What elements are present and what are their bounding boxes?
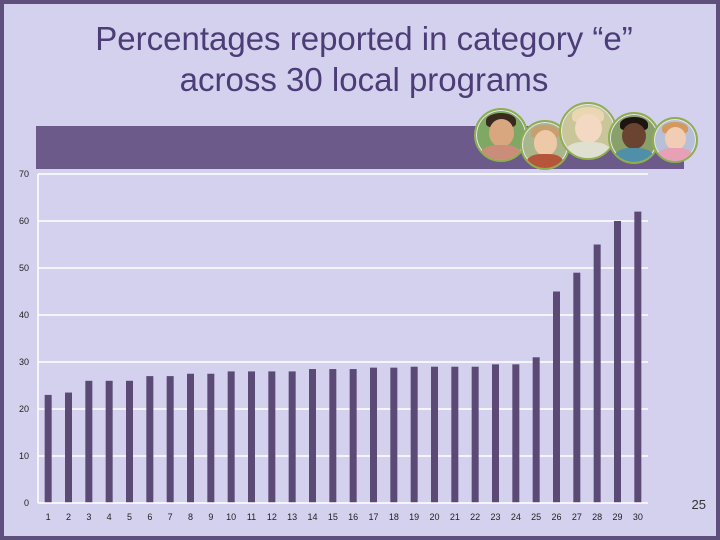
x-tick-label: 12 [267, 512, 277, 522]
x-tick-label: 30 [633, 512, 643, 522]
bar [614, 221, 621, 503]
x-tick-label: 16 [348, 512, 358, 522]
bar [166, 376, 174, 503]
x-tick-label: 15 [328, 512, 338, 522]
y-tick-label: 60 [19, 216, 29, 226]
bar [532, 357, 540, 503]
bars [44, 211, 642, 503]
bar [44, 394, 52, 503]
x-tick-label: 11 [247, 512, 256, 522]
bar [593, 244, 601, 503]
bar [248, 371, 255, 503]
title-line-1: Percentages reported in category “e” [95, 20, 633, 57]
x-tick-label: 19 [409, 512, 419, 522]
x-tick-label: 27 [572, 512, 582, 522]
y-tick-label: 10 [19, 451, 29, 461]
bar [288, 371, 296, 503]
x-tick-label: 4 [107, 512, 112, 522]
bar [492, 364, 499, 503]
bar [634, 211, 642, 503]
title-line-2: across 30 local programs [179, 61, 549, 98]
bar [553, 291, 560, 503]
x-tick-label: 8 [188, 512, 193, 522]
bar [65, 392, 72, 503]
bar [227, 371, 235, 503]
x-tick-label: 9 [208, 512, 213, 522]
y-tick-label: 30 [19, 357, 29, 367]
child-photo-3 [559, 102, 617, 160]
y-tick-label: 20 [19, 404, 29, 414]
x-tick-label: 28 [592, 512, 602, 522]
bar [471, 366, 479, 503]
x-tick-label: 25 [531, 512, 541, 522]
x-tick-label: 7 [168, 512, 173, 522]
bar [146, 376, 154, 503]
y-tick-label: 0 [24, 498, 29, 508]
x-tick-label: 1 [46, 512, 51, 522]
y-tick-label: 50 [19, 263, 29, 273]
bar [431, 366, 438, 503]
x-tick-label: 5 [127, 512, 132, 522]
bar [105, 380, 113, 503]
child-photo-5 [652, 117, 698, 163]
x-tick-label: 18 [389, 512, 399, 522]
y-axis-ticks: 0 10 20 30 40 50 60 70 [19, 169, 29, 508]
bar [329, 369, 337, 503]
bar [349, 369, 357, 503]
x-tick-label: 23 [490, 512, 500, 522]
slide-title: Percentages reported in category “e” acr… [44, 18, 684, 100]
x-tick-label: 26 [551, 512, 561, 522]
x-tick-label: 14 [307, 512, 317, 522]
y-tick-label: 40 [19, 310, 29, 320]
x-tick-label: 13 [287, 512, 297, 522]
gridlines [37, 173, 648, 503]
x-tick-label: 6 [147, 512, 152, 522]
x-tick-label: 29 [612, 512, 622, 522]
bar [451, 366, 459, 503]
slide-number: 25 [691, 497, 706, 512]
bar [268, 371, 276, 503]
x-axis-ticks: 1 2 3 4 5 6 7 8 9 10 11 12 13 14 15 16 17 18 19 20 21 22 23 24 2… [46, 512, 643, 522]
x-tick-label: 3 [86, 512, 91, 522]
bar [85, 380, 93, 503]
bar [390, 367, 398, 503]
child-photo-4 [608, 112, 660, 164]
x-tick-label: 22 [470, 512, 480, 522]
bar [309, 369, 316, 503]
bar [410, 366, 418, 503]
x-tick-label: 17 [368, 512, 378, 522]
bar [207, 373, 215, 503]
x-tick-label: 21 [450, 512, 460, 522]
y-tick-label: 70 [19, 169, 29, 179]
x-tick-label: 24 [511, 512, 521, 522]
child-photo-1 [474, 108, 528, 162]
bar [126, 380, 133, 503]
x-tick-label: 20 [429, 512, 439, 522]
bar [512, 364, 520, 503]
bar [573, 272, 581, 503]
bar [187, 373, 194, 503]
x-tick-label: 2 [66, 512, 71, 522]
bar [370, 367, 377, 503]
x-tick-label: 10 [226, 512, 236, 522]
